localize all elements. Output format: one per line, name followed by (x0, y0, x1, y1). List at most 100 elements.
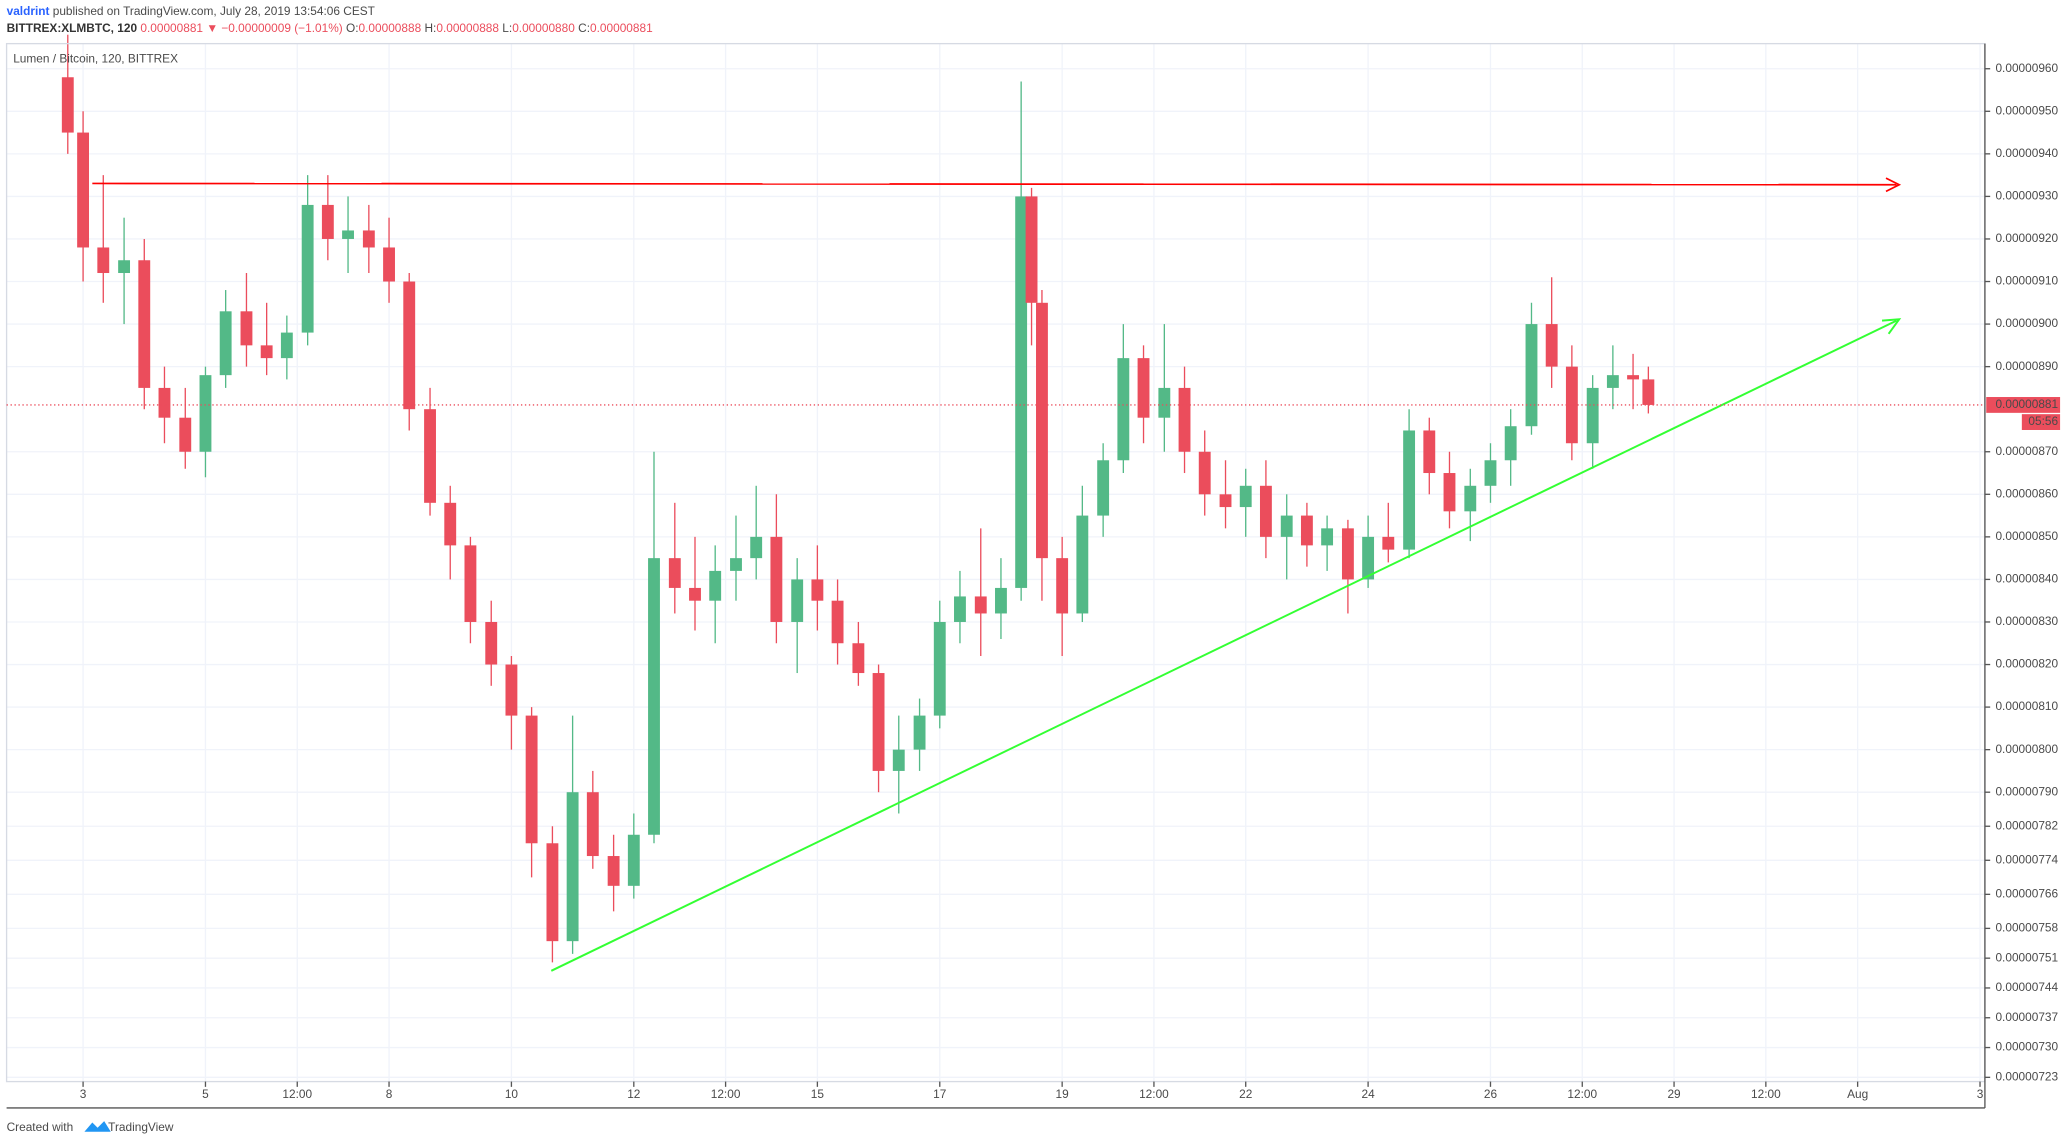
y-tick-label: 0.00000960 (1995, 61, 2058, 75)
y-tick-label: 0.00000860 (1995, 486, 2058, 500)
candle-body (668, 558, 681, 588)
candle-body (1097, 460, 1110, 516)
last-price-box (1986, 397, 2061, 413)
arrow: ▼ (206, 21, 218, 35)
support-line (550, 319, 1897, 972)
candle-body (1545, 324, 1558, 367)
x-tick-label: 29 (1667, 1087, 1681, 1101)
candle-body (831, 600, 844, 644)
y-tick-label: 0.00000744 (1995, 980, 2058, 994)
candle-body (199, 375, 212, 452)
candle-body (61, 77, 74, 133)
y-tick-label: 0.00000870 (1995, 444, 2058, 458)
y-tick-label: 0.00000900 (1995, 316, 2058, 330)
candle-body (1423, 430, 1436, 474)
candle-body (1464, 485, 1477, 512)
candle-body (1198, 451, 1211, 495)
c: 0.00000881 (590, 21, 653, 35)
candle-body (1642, 379, 1655, 405)
x-tick-label: 22 (1239, 1087, 1252, 1101)
y-tick-label: 0.00000940 (1995, 146, 2058, 160)
candle-body (1178, 387, 1191, 452)
x-tick-label: 5 (202, 1087, 209, 1101)
footer-created: Created with (7, 1120, 74, 1134)
candle-body (1280, 515, 1293, 537)
candle-body (627, 834, 640, 886)
countdown-label: 05:56 (2028, 414, 2058, 428)
candle-body (1025, 196, 1038, 303)
candle-body (892, 749, 905, 771)
x-tick-label: 10 (505, 1087, 519, 1101)
candle-body (1443, 473, 1456, 512)
candle-body (1158, 387, 1171, 418)
candle-body (1606, 375, 1619, 388)
candle-body (158, 387, 171, 418)
candle-body (1117, 358, 1130, 461)
x-tick-label: 3 (80, 1087, 87, 1101)
y-tick-label: 0.00000920 (1995, 231, 2058, 245)
x-tick-label: 24 (1362, 1087, 1376, 1101)
chart-title: Lumen / Bitcoin, 120, BITTREX (13, 52, 178, 66)
y-tick-label: 0.00000810 (1995, 699, 2058, 713)
candle-body (362, 230, 375, 248)
logo (84, 1121, 111, 1132)
header: valdrint published on TradingView.com, J… (7, 4, 375, 18)
candle-body (1627, 375, 1639, 380)
candle-body (118, 260, 131, 274)
change: −0.00000009 (−1.01%) (221, 21, 342, 35)
y-tick-label: 0.00000800 (1995, 742, 2058, 756)
footer-brand: TradingView (108, 1120, 174, 1134)
candle-body (77, 132, 90, 248)
last: 0.00000881 (140, 21, 203, 35)
y-tick-label: 0.00000830 (1995, 614, 2058, 628)
candle-body (1300, 515, 1313, 546)
y-tick-label: 0.00000751 (1995, 950, 2058, 964)
candle-body (1259, 485, 1272, 537)
y-tick-label: 0.00000950 (1995, 103, 2058, 117)
candle-body (1382, 536, 1395, 550)
x-tick-label: 12:00 (1751, 1087, 1781, 1101)
resistance-arrow (1885, 177, 1902, 193)
candle-body (403, 281, 416, 410)
author: valdrint (7, 4, 50, 18)
candle-body (648, 558, 660, 835)
candle-body (689, 587, 701, 601)
candle-body (1239, 485, 1252, 508)
x-tick-label: 12 (627, 1087, 640, 1101)
candle-body (872, 673, 885, 771)
symbol: BITTREX:XLMBTC, 120 (7, 21, 138, 35)
resistance-line (92, 182, 1897, 186)
candle-body (525, 715, 538, 844)
y-tick-label: 0.00000730 (1995, 1040, 2058, 1054)
x-tick-label: 19 (1056, 1087, 1070, 1101)
y-tick-label: 0.00000850 (1995, 529, 2058, 543)
x-tick-label: 17 (933, 1087, 946, 1101)
candle-body (586, 792, 599, 857)
candle-body (933, 621, 946, 716)
candles (61, 34, 1655, 963)
candle-body (179, 417, 192, 452)
c-label: C: (578, 21, 590, 35)
o: 0.00000888 (359, 21, 422, 35)
candle-body (1219, 494, 1232, 508)
candle-body (260, 345, 273, 359)
candle-body (321, 204, 334, 239)
x-tick-label: 12:00 (282, 1087, 312, 1101)
y-tick-label: 0.00000774 (1995, 852, 2058, 866)
h-label: H: (424, 21, 436, 35)
x-tick-label: 12:00 (1139, 1087, 1169, 1101)
candle-body (97, 247, 110, 274)
y-tick-label: 0.00000840 (1995, 572, 2058, 586)
candle-body (444, 502, 457, 546)
y-tick-label: 0.00000766 (1995, 886, 2058, 900)
x-tick-label: 8 (386, 1087, 393, 1101)
candle-body (709, 570, 722, 601)
x-tick-label: 15 (811, 1087, 825, 1101)
candle-body (546, 843, 559, 942)
y-tick-label: 0.00000737 (1995, 1010, 2058, 1024)
candle-body (424, 409, 436, 503)
candle-body (1341, 528, 1354, 580)
candle-body (1484, 460, 1497, 486)
candle-body (974, 596, 987, 614)
